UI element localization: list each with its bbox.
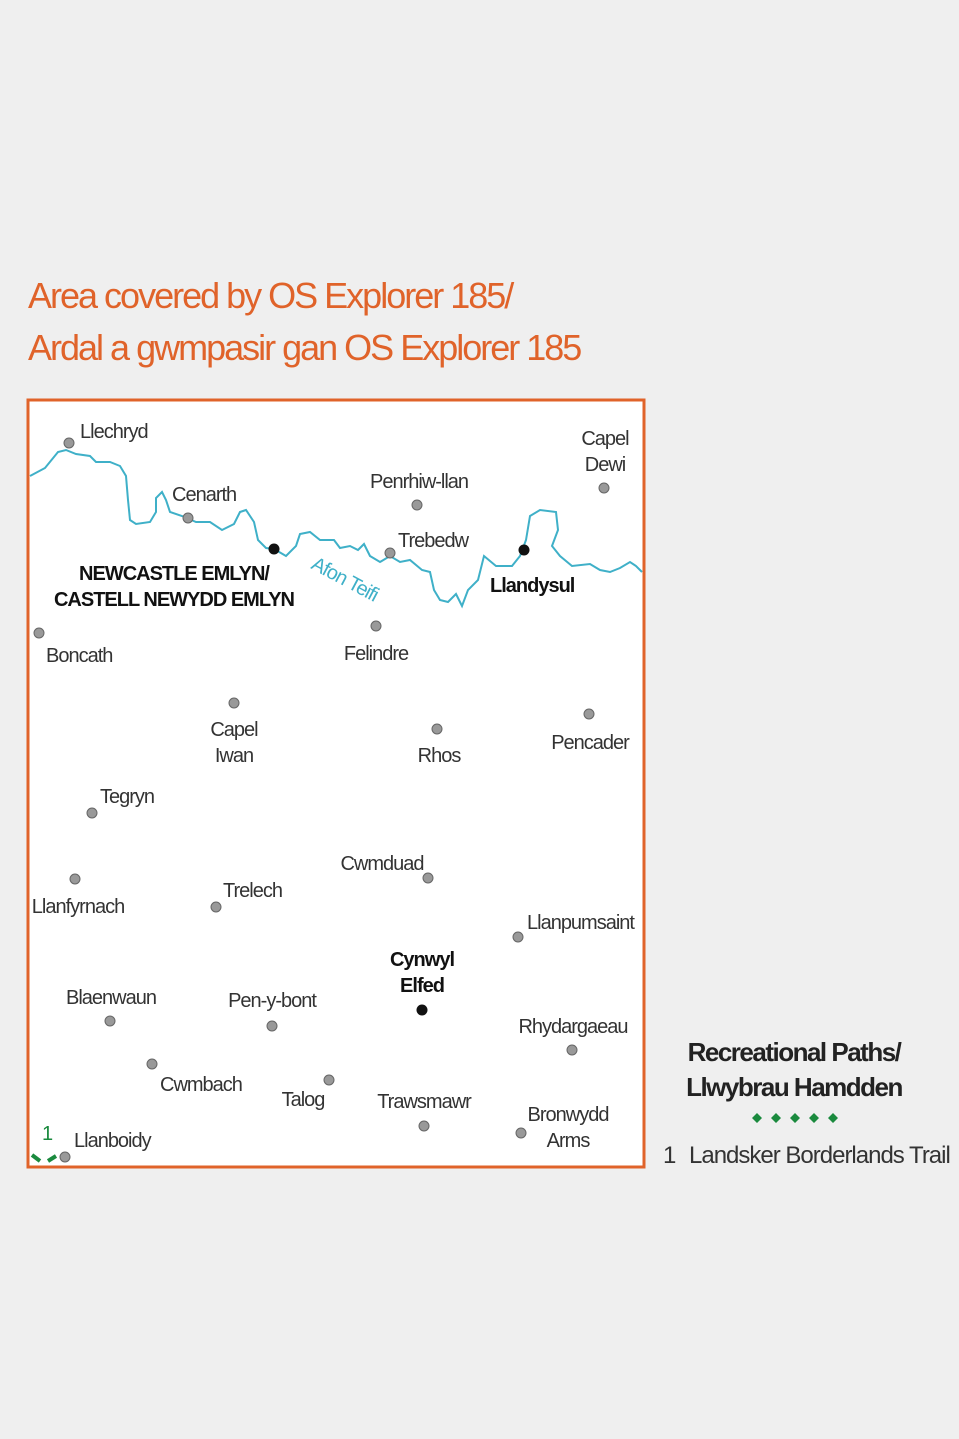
place-dot	[512, 931, 524, 943]
place-label: Trawsmawr	[377, 1091, 472, 1113]
place-label: Dewi	[585, 454, 626, 476]
place-label: Tegryn	[100, 786, 154, 808]
place-dot	[182, 512, 194, 524]
place-dot	[69, 873, 81, 885]
legend-route-symbol	[752, 1113, 838, 1123]
place-label: Boncath	[46, 645, 112, 667]
place-label: Pencader	[551, 732, 630, 754]
title-line: Area covered by OS Explorer 185/	[28, 275, 514, 316]
place-dot	[515, 1127, 527, 1139]
place-dot	[323, 1074, 335, 1086]
place-label: Cenarth	[172, 484, 236, 506]
place-label: Llanpumsaint	[527, 912, 635, 934]
place-dot	[566, 1044, 578, 1056]
legend-title: Recreational Paths/	[688, 1037, 902, 1067]
place-dot	[431, 723, 443, 735]
place-label: Llanfyrnach	[32, 896, 124, 918]
place-label: Cynwyl	[390, 949, 454, 971]
place-label: Llandysul	[490, 575, 575, 597]
place-dot	[411, 499, 423, 511]
place-dot	[268, 543, 280, 555]
route-number: 1	[42, 1123, 53, 1145]
place-label: Llanboidy	[74, 1130, 152, 1152]
place-label: Cwmbach	[160, 1074, 242, 1096]
place-label: Trelech	[223, 880, 282, 902]
place-label: Capel	[581, 428, 629, 450]
place-label: Elfed	[400, 975, 444, 997]
place-dot	[210, 901, 222, 913]
place-label: CASTELL NEWYDD EMLYN	[54, 589, 295, 611]
place-label: Capel	[210, 719, 258, 741]
legend-label: Landsker Borderlands Trail	[689, 1142, 950, 1169]
place-label: Cwmduad	[340, 853, 423, 875]
place-dot	[59, 1151, 71, 1163]
place-label: Arms	[547, 1130, 591, 1152]
map-frame	[26, 398, 646, 1169]
place-dot	[63, 437, 75, 449]
place-dot	[33, 627, 45, 639]
place-label: Rhydargaeau	[518, 1016, 627, 1038]
route	[30, 1153, 58, 1163]
place-label: Penrhiw-llan	[370, 471, 468, 493]
place-label: Trebedw	[398, 530, 470, 552]
river	[29, 448, 643, 609]
place-dot	[384, 547, 396, 559]
place-label: Llechryd	[80, 421, 148, 443]
place-label: Talog	[282, 1089, 325, 1111]
place-label: Felindre	[344, 643, 409, 665]
place-dot	[416, 1004, 428, 1016]
place-label: Bronwydd	[528, 1104, 609, 1126]
place-label: Rhos	[418, 745, 462, 767]
place-dot	[228, 697, 240, 709]
place-dot	[370, 620, 382, 632]
place-dot	[583, 708, 595, 720]
place-label: Pen-y-bont	[228, 990, 317, 1012]
place-dot	[266, 1020, 278, 1032]
legend-title: Llwybrau Hamdden	[686, 1072, 902, 1102]
legend-number: 1	[663, 1142, 676, 1169]
place-dot	[418, 1120, 430, 1132]
title-line: Ardal a gwmpasir gan OS Explorer 185	[28, 327, 581, 368]
place-dot	[104, 1015, 116, 1027]
place-label: Iwan	[215, 745, 253, 767]
place-dot	[146, 1058, 158, 1070]
place-dot	[518, 544, 530, 556]
place-dot	[422, 872, 434, 884]
place-label: NEWCASTLE EMLYN/	[79, 563, 270, 585]
place-label: Blaenwaun	[66, 987, 156, 1009]
place-dot	[598, 482, 610, 494]
place-dot	[86, 807, 98, 819]
